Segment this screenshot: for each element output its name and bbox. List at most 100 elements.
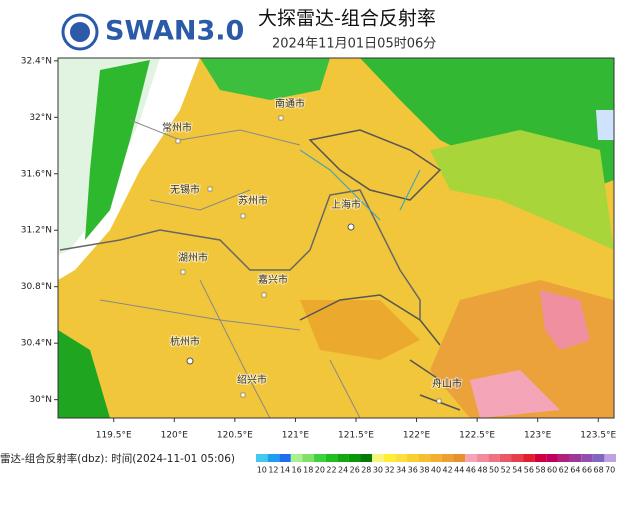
city-marker bbox=[261, 292, 267, 298]
colorbar-swatch bbox=[406, 454, 419, 462]
colorbar-swatch bbox=[499, 454, 512, 462]
colorbar-swatch bbox=[418, 454, 431, 462]
colorbar-caption: 雷达-组合反射率(dbz): 时间(2024-11-01 05:06) bbox=[0, 452, 235, 465]
city-label: 无锡市 bbox=[170, 183, 200, 196]
lat-tick-label: 30.8°N bbox=[21, 282, 52, 292]
city-label: 嘉兴市 bbox=[258, 273, 288, 286]
lat-tick-label: 31.6°N bbox=[21, 169, 52, 179]
colorbar-label: 28 bbox=[361, 466, 371, 475]
city-label: 上海市 bbox=[331, 198, 361, 211]
colorbar-swatch bbox=[325, 454, 338, 462]
colorbar-swatch bbox=[488, 454, 500, 462]
colorbar-swatch bbox=[430, 454, 442, 462]
colorbar-swatch bbox=[267, 454, 280, 462]
colorbar-label: 30 bbox=[373, 466, 383, 475]
colorbar-label: 22 bbox=[326, 466, 336, 475]
city-label: 南通市 bbox=[275, 97, 305, 110]
colorbar-swatch bbox=[290, 454, 303, 462]
colorbar-swatch bbox=[476, 454, 489, 462]
lat-tick-label: 30.4°N bbox=[21, 339, 52, 349]
colorbar-label: 48 bbox=[477, 466, 487, 475]
colorbar-label: 14 bbox=[280, 466, 290, 475]
colorbar-swatch bbox=[256, 454, 268, 462]
colorbar-swatch bbox=[360, 454, 373, 462]
city-marker bbox=[240, 213, 246, 219]
colorbar-swatch bbox=[546, 454, 558, 462]
colorbar-swatch bbox=[348, 454, 361, 462]
colorbar-swatch bbox=[511, 454, 524, 462]
colorbar-swatch bbox=[453, 454, 466, 462]
lon-tick-label: 123°E bbox=[524, 431, 552, 441]
colorbar-label: 10 bbox=[257, 466, 267, 475]
colorbar-swatch bbox=[395, 454, 407, 462]
city-marker bbox=[240, 392, 246, 398]
colorbar-label: 62 bbox=[559, 466, 569, 475]
timestamp: 2024年11月01日05时06分 bbox=[272, 37, 436, 52]
city-marker bbox=[175, 138, 181, 144]
colorbar-swatch bbox=[337, 454, 349, 462]
colorbar-swatch bbox=[465, 454, 477, 462]
city-marker bbox=[186, 357, 194, 365]
lon-tick-label: 120°E bbox=[161, 431, 189, 441]
city-label: 湖州市 bbox=[178, 251, 208, 264]
lon-tick-label: 120.5°E bbox=[217, 431, 253, 441]
colorbar-label: 56 bbox=[524, 466, 534, 475]
colorbar-label: 36 bbox=[408, 466, 418, 475]
colorbar-swatch bbox=[279, 454, 291, 462]
radar-field bbox=[58, 58, 614, 418]
logo-text: SWAN3.0 bbox=[105, 16, 244, 47]
colorbar-label: 16 bbox=[292, 466, 302, 475]
lat-tick-label: 32°N bbox=[29, 113, 52, 123]
lon-tick-label: 121.5°E bbox=[338, 431, 374, 441]
colorbar-label: 12 bbox=[268, 466, 278, 475]
colorbar-swatch bbox=[569, 454, 582, 462]
colorbar-label: 34 bbox=[396, 466, 406, 475]
logo-inner bbox=[70, 22, 90, 42]
colorbar-swatch bbox=[302, 454, 315, 462]
colorbar-label: 64 bbox=[570, 466, 580, 475]
lon-tick-label: 122.5°E bbox=[459, 431, 495, 441]
colorbar-label: 20 bbox=[315, 466, 325, 475]
colorbar-label: 26 bbox=[350, 466, 360, 475]
city-label: 常州市 bbox=[162, 121, 192, 134]
colorbar-label: 40 bbox=[431, 466, 441, 475]
colorbar-label: 18 bbox=[303, 466, 313, 475]
city-label: 舟山市 bbox=[432, 377, 462, 390]
colorbar-label: 38 bbox=[419, 466, 429, 475]
plot-frame bbox=[57, 57, 615, 419]
colorbar-label: 52 bbox=[501, 466, 511, 475]
colorbar-label: 66 bbox=[582, 466, 592, 475]
colorbar-swatch bbox=[441, 454, 454, 462]
lon-tick-label: 119.5°E bbox=[96, 431, 132, 441]
colorbar-label: 44 bbox=[454, 466, 464, 475]
colorbar-label: 46 bbox=[466, 466, 476, 475]
city-marker bbox=[278, 115, 284, 121]
cities: 南通市 常州市 无锡市 苏州市 上海市 湖州市 嘉兴市 杭州市 绍兴市 舟山市 bbox=[161, 96, 463, 404]
colorbar-label: 54 bbox=[512, 466, 522, 475]
city-marker bbox=[207, 186, 213, 192]
colorbar-swatch bbox=[383, 454, 396, 462]
colorbar-label: 50 bbox=[489, 466, 499, 475]
lon-tick-label: 123.5°E bbox=[580, 431, 616, 441]
colorbar-label: 58 bbox=[535, 466, 545, 475]
colorbar-label: 24 bbox=[338, 466, 348, 475]
city-label: 杭州市 bbox=[170, 335, 200, 348]
colorbar-swatch bbox=[314, 454, 326, 462]
colorbar-label: 60 bbox=[547, 466, 557, 475]
city-marker bbox=[180, 269, 186, 275]
colorbar-swatch bbox=[557, 454, 570, 462]
colorbar-swatch bbox=[523, 454, 535, 462]
lon-tick-label: 121°E bbox=[282, 431, 310, 441]
lat-tick-label: 30°N bbox=[29, 395, 52, 405]
colorbar-label: 68 bbox=[593, 466, 603, 475]
lat-tick-label: 32.4°N bbox=[21, 56, 52, 66]
city-label: 绍兴市 bbox=[237, 373, 267, 386]
colorbar-swatch bbox=[534, 454, 547, 462]
colorbar-swatch bbox=[592, 454, 605, 462]
colorbar-swatch bbox=[604, 454, 616, 462]
colorbar-label: 32 bbox=[384, 466, 394, 475]
colorbar-swatch bbox=[581, 454, 593, 462]
colorbar-swatch bbox=[372, 454, 384, 462]
